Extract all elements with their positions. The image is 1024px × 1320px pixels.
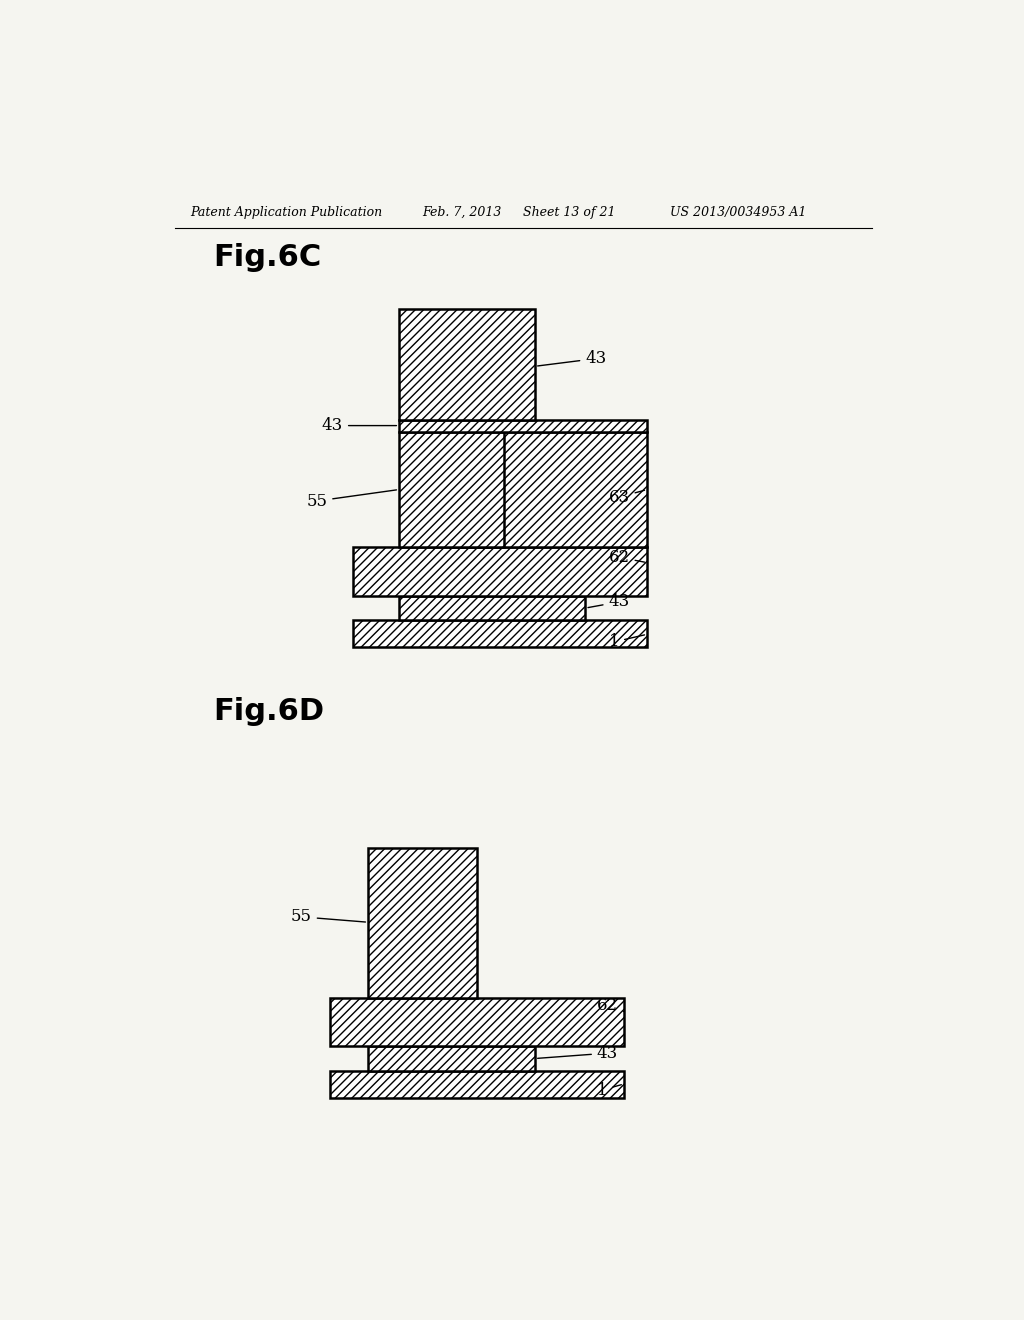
Bar <box>352 548 647 595</box>
Bar <box>369 847 477 998</box>
Text: 43: 43 <box>322 417 396 434</box>
Text: Fig.6D: Fig.6D <box>213 697 325 726</box>
Text: 43: 43 <box>538 1044 618 1061</box>
Bar <box>450 432 647 548</box>
Bar <box>399 309 535 420</box>
Bar <box>330 998 624 1047</box>
Bar <box>352 620 647 647</box>
Text: 1: 1 <box>597 1081 622 1098</box>
Text: Patent Application Publication: Patent Application Publication <box>190 206 382 219</box>
Text: Feb. 7, 2013: Feb. 7, 2013 <box>423 206 502 219</box>
Text: 1: 1 <box>608 634 644 651</box>
Bar <box>369 1047 535 1071</box>
Text: 62: 62 <box>608 549 644 566</box>
Bar <box>399 595 586 620</box>
Bar <box>399 432 504 548</box>
Text: Sheet 13 of 21: Sheet 13 of 21 <box>523 206 615 219</box>
Text: 55: 55 <box>306 490 396 510</box>
Bar <box>399 420 647 432</box>
Text: 43: 43 <box>538 350 606 367</box>
Text: 55: 55 <box>291 908 366 925</box>
Text: 43: 43 <box>588 594 630 610</box>
Text: Fig.6C: Fig.6C <box>213 243 322 272</box>
Text: US 2013/0034953 A1: US 2013/0034953 A1 <box>671 206 807 219</box>
Bar <box>330 1071 624 1098</box>
Text: 62: 62 <box>597 997 624 1014</box>
Text: 63: 63 <box>608 488 644 506</box>
